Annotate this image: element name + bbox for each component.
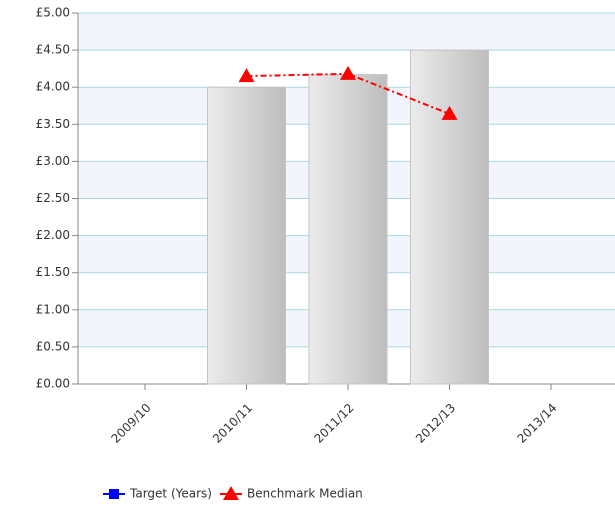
y-tick-label: £5.00 <box>36 6 70 20</box>
bar <box>410 49 489 385</box>
y-tick-label: £0.00 <box>36 377 70 391</box>
bar <box>207 86 286 385</box>
x-tick-label: 2012/13 <box>413 401 458 446</box>
grid-band <box>78 13 615 51</box>
y-tick-label: £3.00 <box>36 154 70 168</box>
y-tick-label: £1.00 <box>36 302 70 316</box>
y-tick-label: £4.00 <box>36 80 70 94</box>
y-tick-label: £1.50 <box>36 265 70 279</box>
y-tick-label: £2.50 <box>36 191 70 205</box>
x-tick-label: 2010/11 <box>210 401 255 446</box>
y-tick-label: £0.50 <box>36 339 70 353</box>
x-tick-label: 2009/10 <box>108 401 153 446</box>
x-tick-label: 2011/12 <box>311 401 356 446</box>
series-marker <box>340 65 356 80</box>
y-tick-label: £4.50 <box>36 43 70 57</box>
series-marker <box>441 105 458 120</box>
bar <box>308 74 388 385</box>
legend-marker <box>222 486 239 500</box>
legend-marker <box>109 489 119 499</box>
y-tick-label: £2.00 <box>36 228 70 242</box>
series-marker <box>238 68 255 83</box>
legend-label: Target (Years) <box>129 487 212 501</box>
y-tick-label: £3.50 <box>36 117 70 131</box>
x-tick-label: 2013/14 <box>514 401 559 446</box>
legend-label: Benchmark Median <box>247 487 363 501</box>
